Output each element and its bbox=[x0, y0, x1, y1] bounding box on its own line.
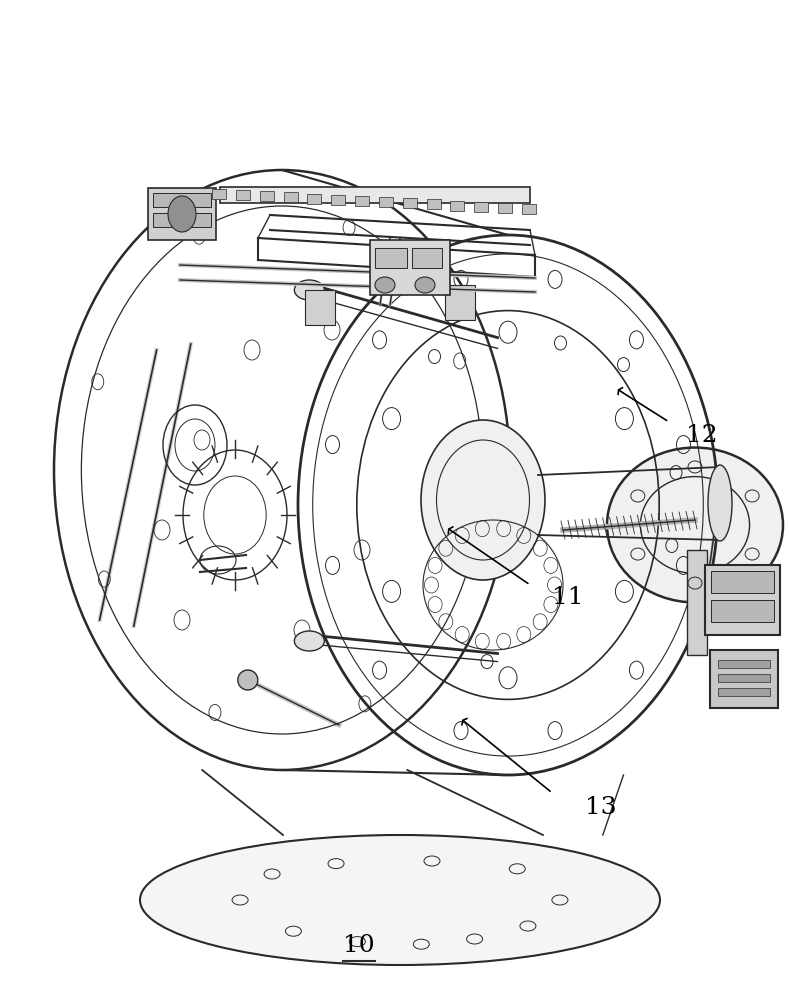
Ellipse shape bbox=[375, 277, 395, 293]
Bar bbox=[212, 189, 226, 199]
Bar bbox=[711, 571, 774, 593]
Bar bbox=[522, 204, 536, 214]
Ellipse shape bbox=[168, 196, 196, 232]
Bar bbox=[474, 202, 488, 212]
Bar bbox=[498, 203, 512, 213]
Bar bbox=[308, 194, 321, 204]
Bar bbox=[451, 201, 465, 211]
Ellipse shape bbox=[140, 835, 660, 965]
Ellipse shape bbox=[415, 277, 435, 293]
Bar bbox=[379, 197, 393, 207]
Bar bbox=[260, 191, 274, 201]
Ellipse shape bbox=[294, 280, 324, 300]
Bar bbox=[375, 248, 407, 268]
Ellipse shape bbox=[708, 465, 732, 541]
Bar bbox=[711, 600, 774, 622]
Text: 10: 10 bbox=[343, 934, 375, 957]
Ellipse shape bbox=[607, 448, 783, 602]
Bar bbox=[331, 195, 346, 205]
Bar bbox=[710, 650, 778, 708]
Text: 11: 11 bbox=[552, 586, 584, 609]
Bar bbox=[370, 240, 450, 295]
Bar bbox=[305, 290, 335, 325]
Bar bbox=[283, 192, 297, 202]
Bar bbox=[718, 688, 770, 696]
Bar bbox=[148, 188, 216, 240]
Bar bbox=[402, 198, 417, 208]
Ellipse shape bbox=[421, 420, 545, 580]
Bar bbox=[153, 193, 211, 207]
Bar bbox=[705, 565, 780, 635]
Text: 13: 13 bbox=[585, 796, 617, 820]
Bar bbox=[220, 187, 530, 203]
Bar bbox=[412, 248, 442, 268]
Bar bbox=[718, 660, 770, 668]
Bar bbox=[355, 196, 369, 206]
Bar bbox=[687, 550, 707, 655]
Bar bbox=[153, 213, 211, 227]
Bar bbox=[445, 285, 475, 320]
Ellipse shape bbox=[294, 631, 324, 651]
Bar bbox=[427, 199, 440, 209]
Bar bbox=[236, 190, 250, 200]
Text: 12: 12 bbox=[686, 424, 718, 446]
Ellipse shape bbox=[237, 670, 258, 690]
Bar bbox=[718, 674, 770, 682]
